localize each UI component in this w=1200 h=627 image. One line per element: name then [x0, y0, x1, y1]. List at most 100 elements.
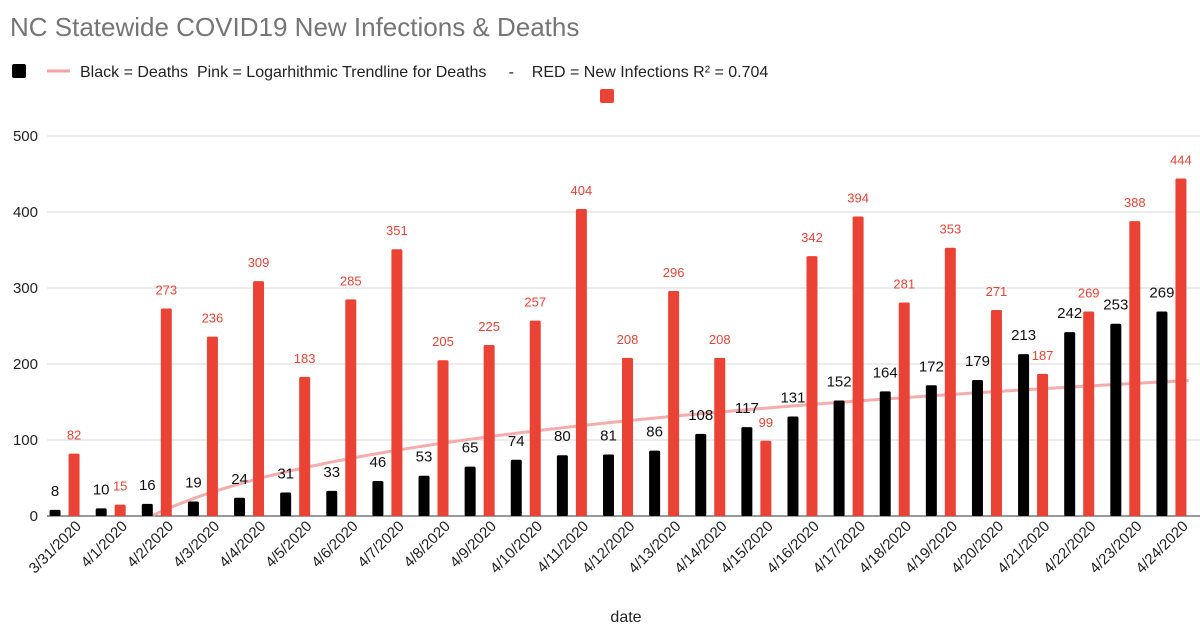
bar-deaths[interactable]: [95, 508, 107, 516]
data-label-deaths: 65: [462, 440, 479, 457]
bar-deaths[interactable]: [649, 450, 661, 516]
bar-infections[interactable]: [760, 440, 772, 516]
bar-infections[interactable]: [1083, 311, 1095, 516]
data-label-infections: 281: [893, 276, 915, 291]
bar-deaths[interactable]: [1156, 311, 1168, 516]
data-label-infections: 257: [524, 295, 546, 310]
bar-deaths[interactable]: [925, 385, 937, 516]
x-tick-label: 4/6/2020: [308, 518, 361, 571]
bar-infections[interactable]: [668, 291, 680, 516]
bar-deaths[interactable]: [49, 509, 61, 516]
data-label-deaths: 8: [51, 483, 59, 500]
bar-deaths[interactable]: [1064, 332, 1076, 516]
data-label-deaths: 81: [600, 427, 617, 444]
data-label-infections: 99: [759, 415, 773, 430]
data-label-infections: 15: [113, 479, 127, 494]
legend-swatch-deaths[interactable]: [12, 64, 26, 78]
bar-deaths[interactable]: [879, 391, 891, 516]
bar-infections[interactable]: [114, 504, 126, 516]
bar-deaths[interactable]: [695, 433, 707, 516]
data-label-deaths: 253: [1103, 297, 1128, 314]
bar-infections[interactable]: [68, 453, 80, 516]
bar-deaths[interactable]: [1018, 354, 1030, 516]
bar-deaths[interactable]: [603, 454, 614, 516]
bar-infections[interactable]: [806, 256, 818, 516]
data-label-infections: 285: [340, 273, 362, 288]
data-label-deaths: 19: [185, 475, 202, 492]
data-label-infections: 205: [432, 334, 454, 349]
bar-infections[interactable]: [299, 376, 311, 516]
data-label-deaths: 24: [231, 471, 248, 488]
data-label-infections: 271: [986, 284, 1008, 299]
data-label-deaths: 213: [1011, 327, 1036, 344]
bar-infections[interactable]: [437, 360, 449, 516]
data-label-infections: 208: [617, 332, 639, 347]
bar-infections[interactable]: [575, 208, 587, 516]
data-label-deaths: 179: [965, 353, 990, 370]
data-label-deaths: 86: [646, 424, 663, 441]
bar-infections[interactable]: [714, 357, 726, 516]
data-label-infections: 296: [663, 265, 685, 280]
bar-infections[interactable]: [483, 345, 495, 516]
bar-infections[interactable]: [898, 302, 910, 516]
data-label-infections: 388: [1124, 195, 1146, 210]
bar-infections[interactable]: [391, 249, 403, 517]
y-tick-label: 400: [13, 204, 38, 221]
data-label-deaths: 108: [688, 407, 713, 424]
bars-layer: [49, 178, 1187, 517]
y-axis-ticks: 0 100 200 300 400 500: [13, 128, 38, 525]
data-label-deaths: 31: [277, 465, 294, 482]
legend: Black = Deaths Pink = Logarhithmic Trend…: [12, 64, 768, 103]
data-label-infections: 225: [478, 319, 500, 334]
data-label-infections: 236: [202, 311, 224, 326]
x-tick-label: 4/5/2020: [262, 518, 315, 571]
y-tick-label: 200: [13, 356, 38, 373]
data-label-infections: 269: [1078, 286, 1100, 301]
bar-deaths[interactable]: [787, 416, 799, 516]
bar-deaths[interactable]: [372, 481, 384, 516]
data-label-deaths: 242: [1057, 305, 1082, 322]
bar-infections[interactable]: [944, 247, 956, 516]
data-label-infections: 309: [248, 255, 270, 270]
bar-infections[interactable]: [1129, 221, 1141, 516]
bar-deaths[interactable]: [971, 379, 983, 516]
legend-label: Black = Deaths Pink = Logarhithmic Trend…: [80, 64, 768, 81]
bar-infections[interactable]: [622, 357, 633, 516]
bar-deaths[interactable]: [1110, 323, 1122, 516]
bar-infections[interactable]: [160, 308, 172, 516]
bar-infections[interactable]: [990, 310, 1002, 516]
bar-deaths[interactable]: [464, 466, 476, 516]
bar-deaths[interactable]: [556, 455, 568, 516]
data-label-deaths: 117: [735, 400, 759, 417]
bar-deaths[interactable]: [234, 497, 246, 516]
data-label-infections: 404: [571, 183, 593, 198]
data-label-deaths: 152: [827, 373, 852, 390]
bar-infections[interactable]: [1037, 373, 1049, 516]
data-label-infections: 351: [386, 223, 408, 238]
bar-deaths[interactable]: [741, 427, 753, 516]
bar-deaths[interactable]: [510, 459, 522, 516]
x-tick-label: 4/8/2020: [401, 518, 454, 571]
bar-deaths[interactable]: [418, 475, 430, 516]
bar-deaths[interactable]: [833, 400, 845, 516]
data-label-infections: 183: [294, 351, 316, 366]
legend-swatch-infections[interactable]: [600, 89, 614, 103]
x-tick-label: 4/2/2020: [124, 518, 177, 571]
bar-infections[interactable]: [852, 216, 864, 516]
data-label-infections: 342: [801, 230, 823, 245]
bar-infections[interactable]: [253, 281, 265, 516]
bar-infections[interactable]: [529, 320, 541, 516]
x-tick-label: 4/3/2020: [170, 518, 223, 571]
bar-infections[interactable]: [345, 299, 357, 516]
data-label-deaths: 172: [919, 358, 944, 375]
bar-infections[interactable]: [206, 336, 218, 516]
bar-deaths[interactable]: [280, 492, 292, 516]
x-axis-title: date: [610, 609, 641, 626]
bar-deaths[interactable]: [187, 501, 199, 516]
data-label-infections: 187: [1032, 348, 1054, 363]
bar-infections[interactable]: [1175, 178, 1187, 516]
data-label-deaths: 131: [780, 389, 805, 406]
bar-deaths[interactable]: [141, 503, 153, 516]
bar-deaths[interactable]: [326, 490, 338, 516]
